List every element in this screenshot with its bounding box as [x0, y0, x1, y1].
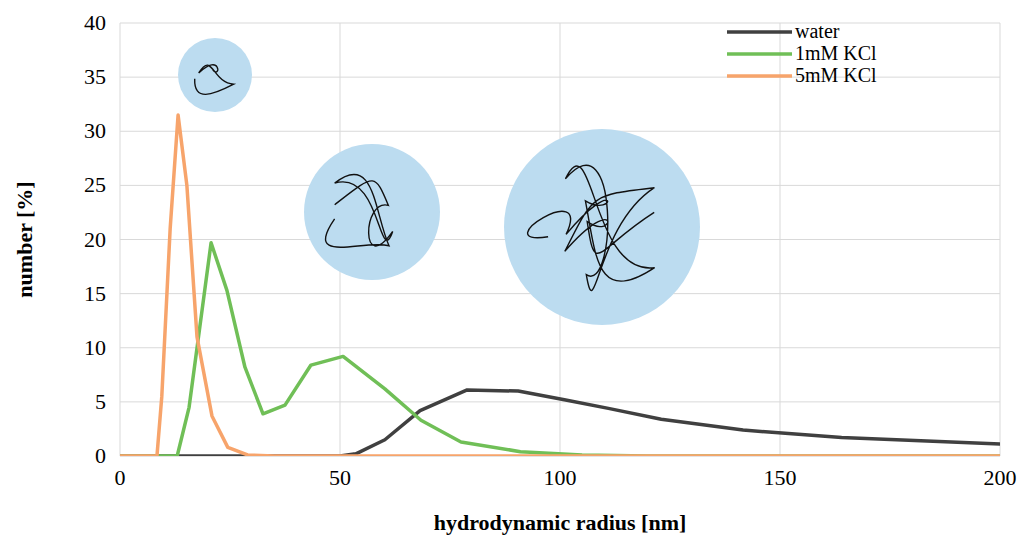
coil-chain: [326, 174, 393, 247]
coil-chain: [195, 65, 234, 95]
x-tick-label: 50: [329, 465, 351, 490]
coil-sphere: [504, 129, 700, 325]
x-grid-line: [1000, 23, 1001, 456]
x-axis-title: hydrodynamic radius [nm]: [434, 510, 687, 535]
chart: 0 5 10 15 20 25 30 35 40 0 50 100 150 200 hydrodynamic…: [0, 0, 1020, 546]
x-tick-label: 100: [544, 465, 577, 490]
series-line: [120, 243, 1000, 456]
series-line: [120, 390, 1000, 456]
legend-label: 1mM KCl: [795, 42, 877, 64]
coil-sphere: [178, 38, 252, 112]
legend-swatch: [727, 52, 792, 56]
series-group: [120, 115, 1000, 456]
coil-chain: [528, 165, 655, 290]
y-tick-label: 15: [84, 281, 106, 306]
x-tick-label: 0: [115, 465, 126, 490]
grid: [120, 23, 1000, 456]
legend: water1mM KCl5mM KCl: [727, 20, 877, 86]
x-tick-label: 200: [984, 465, 1017, 490]
series-line: [120, 115, 1000, 456]
x-grid-line: [780, 23, 781, 456]
coil-illustrations: [178, 38, 700, 325]
legend-swatch: [727, 30, 792, 34]
y-tick-label: 30: [84, 118, 106, 143]
x-tick-label: 150: [764, 465, 797, 490]
legend-label: 5mM KCl: [795, 64, 877, 86]
coil-sphere: [304, 144, 440, 280]
legend-swatch: [727, 74, 792, 78]
y-tick-label: 25: [84, 172, 106, 197]
y-axis-title: number [%]: [12, 181, 37, 297]
legend-label: water: [795, 20, 840, 42]
y-tick-label: 10: [84, 335, 106, 360]
y-tick-label: 40: [84, 10, 106, 35]
y-tick-label: 35: [84, 64, 106, 89]
y-tick-label: 5: [95, 389, 106, 414]
x-grid-line: [120, 23, 121, 456]
y-tick-label: 0: [95, 443, 106, 468]
y-tick-label: 20: [84, 227, 106, 252]
